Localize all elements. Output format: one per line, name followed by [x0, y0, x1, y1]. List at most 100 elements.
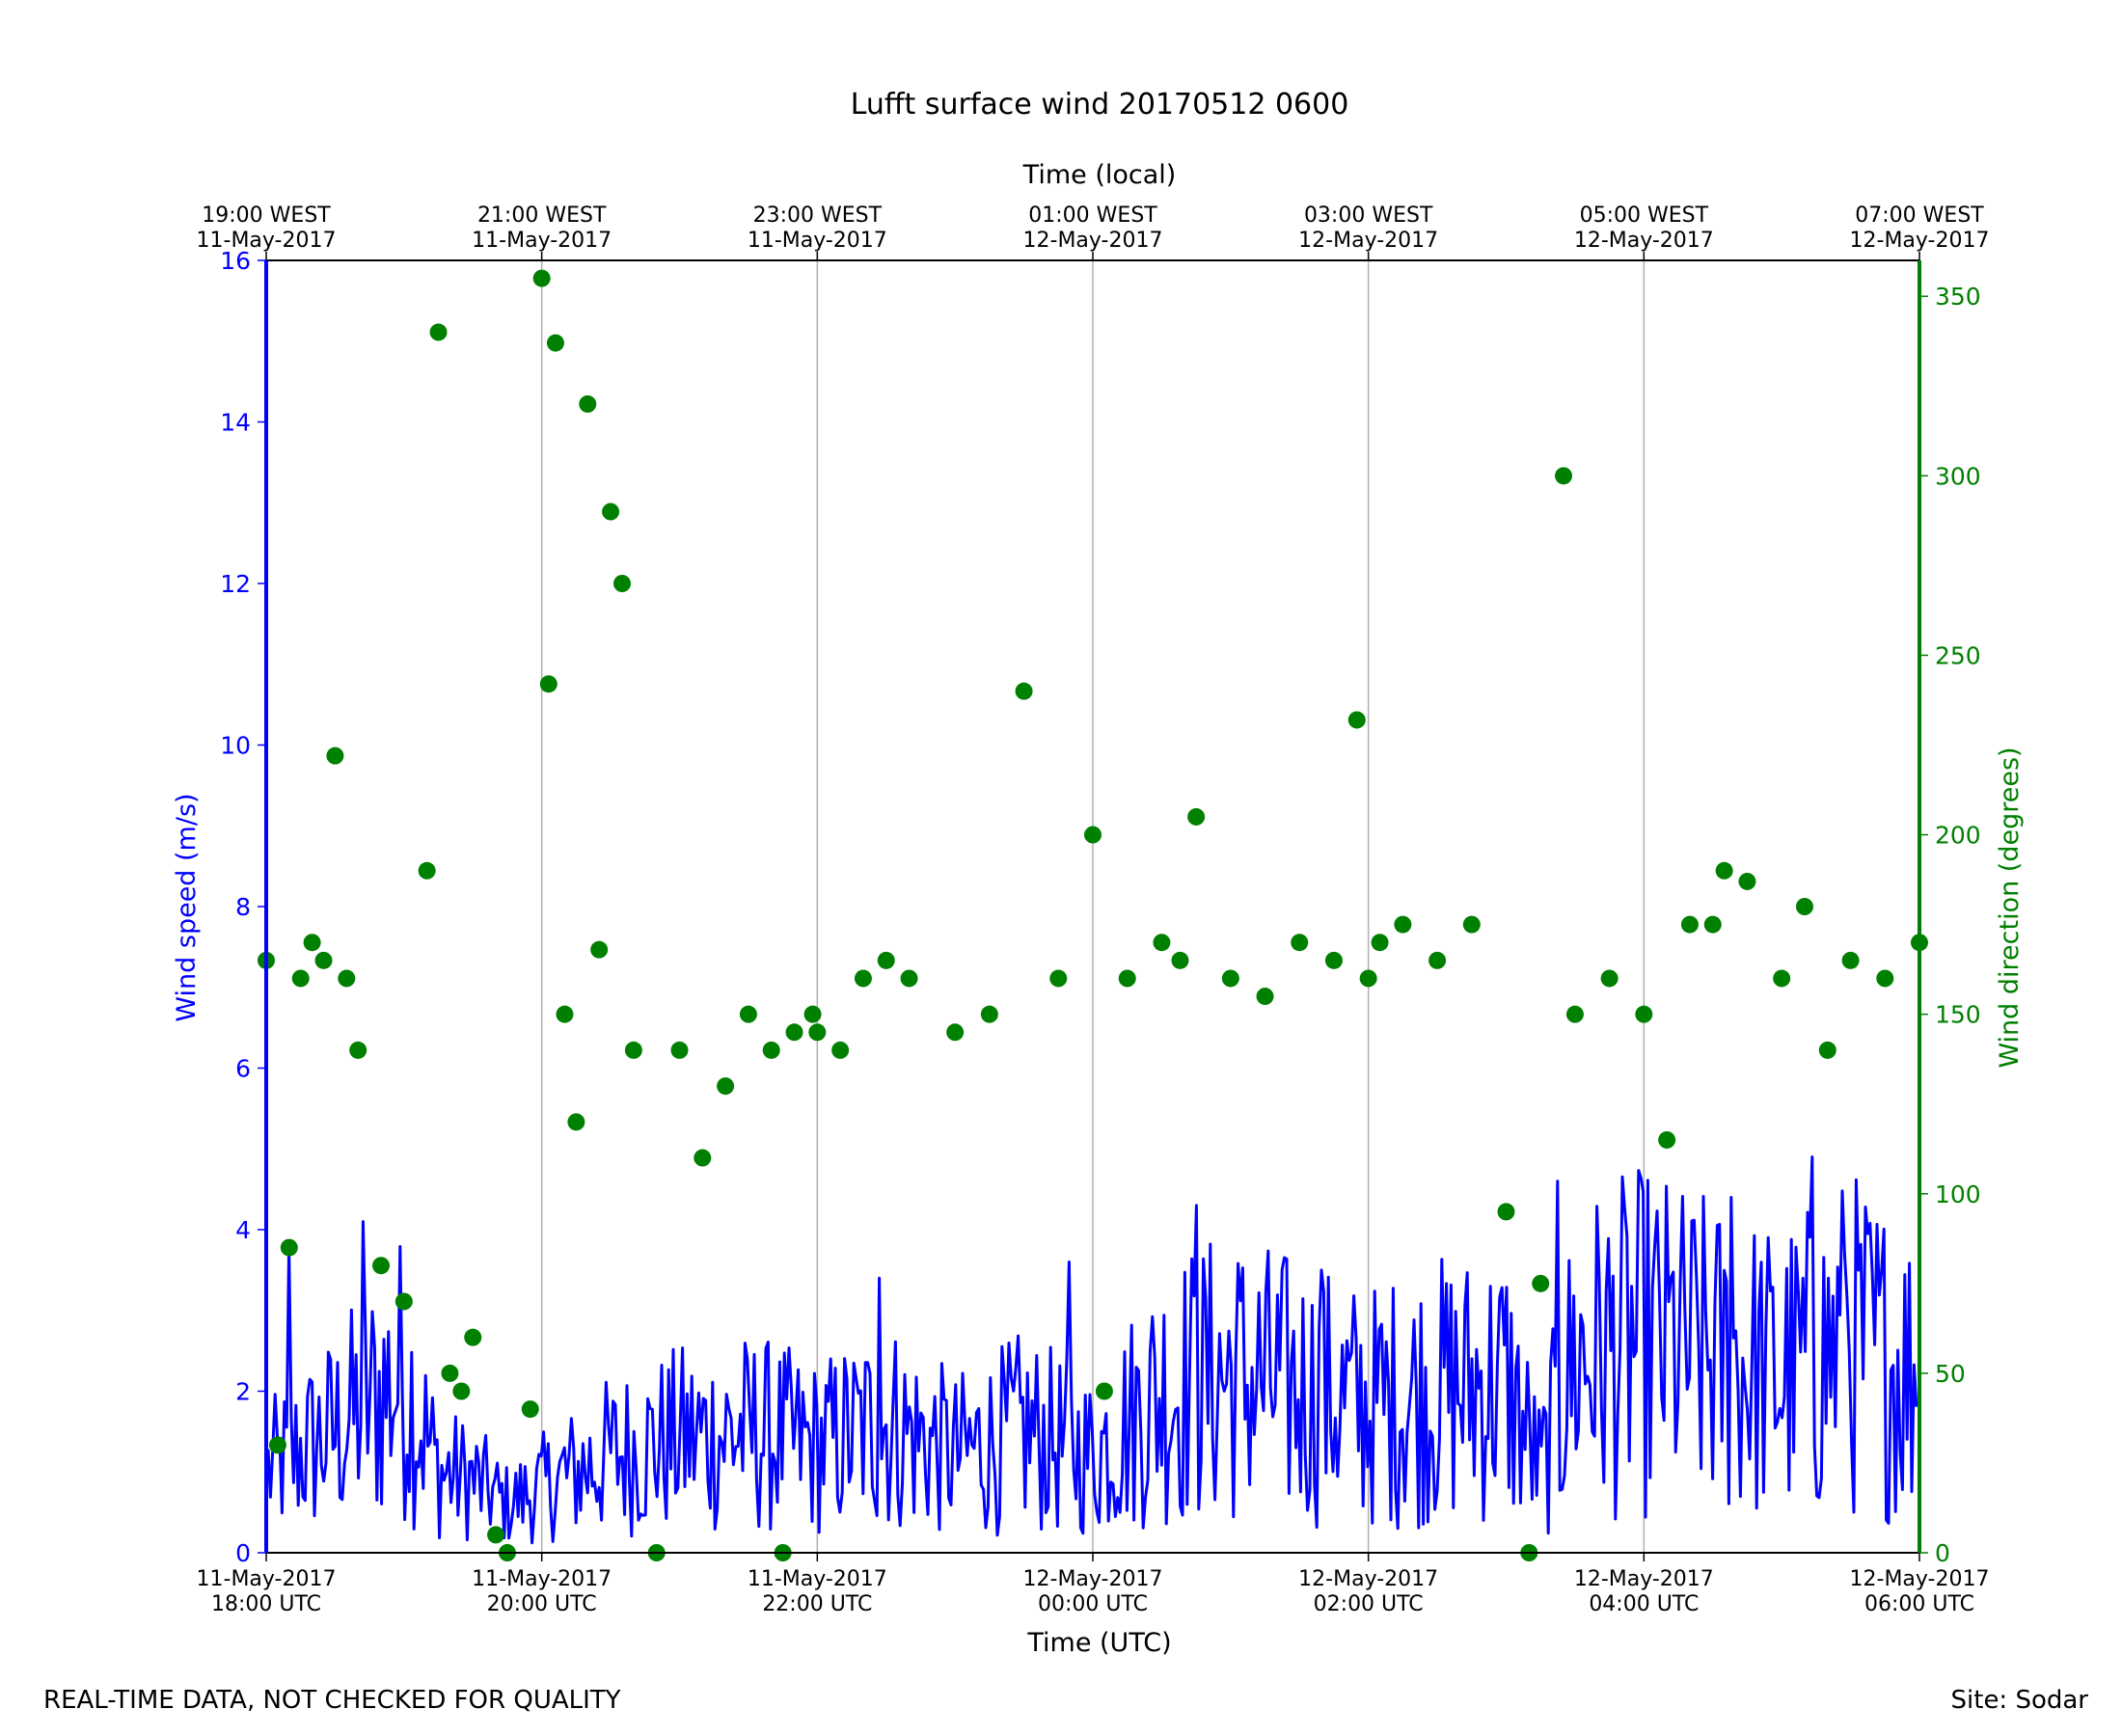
y-tick-label: 8: [235, 893, 251, 921]
wind-direction-point: [803, 1005, 822, 1023]
wind-direction-point: [1187, 807, 1206, 826]
wind-direction-point: [1600, 969, 1619, 988]
wind-speed-series: [266, 1155, 1918, 1545]
top-x-tick-label: 05:00 WEST: [1580, 203, 1709, 228]
wind-direction-point: [280, 1238, 298, 1257]
wind-direction-point: [1876, 969, 1894, 988]
top-x-tick-label: 07:00 WEST: [1855, 203, 1984, 228]
wind-direction-point: [612, 575, 631, 592]
top-x-tick-label: 21:00 WEST: [477, 203, 607, 228]
wind-direction-point: [546, 334, 564, 352]
wind-direction-point: [590, 940, 609, 959]
wind-direction-point: [1095, 1382, 1113, 1400]
wind-direction-point: [441, 1364, 459, 1382]
wind-direction-point: [1715, 861, 1733, 880]
top-x-tick-label: 12-May-2017: [1023, 229, 1163, 253]
vertical-gridlines: [540, 260, 1646, 1553]
y2-tick-label: 300: [1935, 462, 1981, 490]
wind-direction-point: [785, 1023, 803, 1042]
x-tick-label: 12-May-2017: [1023, 1567, 1163, 1591]
wind-direction-point: [1347, 711, 1366, 729]
x-tick-label: 20:00 UTC: [487, 1592, 597, 1616]
top-x-tick-label: 11-May-2017: [197, 229, 337, 253]
axis-labels: Lufft surface wind 20170512 0600 Time (l…: [43, 88, 2088, 1715]
wind-direction-point: [268, 1436, 286, 1454]
wind-direction-point: [579, 394, 597, 413]
x-tick-label: 22:00 UTC: [762, 1592, 872, 1616]
wind-direction-point: [303, 934, 321, 952]
wind-direction-point: [291, 969, 310, 988]
y-tick-label: 6: [235, 1055, 251, 1083]
wind-speed-line: [266, 1155, 1918, 1545]
wind-direction-point: [1532, 1274, 1550, 1292]
wind-direction-point: [532, 269, 551, 287]
wind-direction-point: [1015, 682, 1033, 700]
wind-direction-point: [1680, 915, 1699, 934]
wind-direction-point: [1428, 951, 1447, 969]
wind-direction-point: [429, 323, 448, 341]
y-tick-label: 10: [220, 732, 251, 760]
wind-direction-point: [452, 1382, 471, 1400]
y2-tick-label: 250: [1935, 641, 1981, 669]
wind-direction-point: [739, 1005, 757, 1023]
x-tick-label: 06:00 UTC: [1864, 1592, 1974, 1616]
wind-direction-point: [1565, 1005, 1584, 1023]
wind-direction-point: [1841, 951, 1860, 969]
wind-direction-point: [556, 1005, 574, 1023]
y2-tick-label: 100: [1935, 1180, 1981, 1208]
wind-direction-point: [717, 1077, 735, 1096]
wind-direction-point: [1703, 915, 1722, 934]
x-tick-label: 11-May-2017: [472, 1567, 612, 1591]
wind-direction-point: [464, 1328, 482, 1346]
y-tick-label: 2: [235, 1378, 251, 1406]
wind-direction-point: [1171, 951, 1189, 969]
wind-direction-point: [980, 1005, 998, 1023]
y2-tick-label: 0: [1935, 1539, 1950, 1567]
x-tick-label: 02:00 UTC: [1314, 1592, 1424, 1616]
wind-direction-point: [1221, 969, 1239, 988]
wind-direction-point: [877, 951, 895, 969]
top-x-axis-label: Time (local): [1022, 160, 1177, 190]
top-x-tick-label: 03:00 WEST: [1304, 203, 1433, 228]
wind-direction-point: [602, 502, 620, 521]
wind-direction-point: [900, 969, 918, 988]
wind-direction-point: [1462, 915, 1481, 934]
footer-disclaimer: REAL-TIME DATA, NOT CHECKED FOR QUALITY: [43, 1686, 621, 1715]
wind-direction-point: [831, 1041, 850, 1059]
y-tick-label: 12: [220, 570, 251, 598]
wind-direction-series: [258, 269, 1928, 1561]
wind-direction-point: [314, 951, 333, 969]
wind-direction-point: [1738, 872, 1756, 890]
wind-direction-point: [946, 1023, 965, 1042]
x-tick-label: 18:00 UTC: [211, 1592, 321, 1616]
wind-direction-point: [694, 1149, 712, 1167]
y-tick-label: 16: [220, 247, 251, 275]
x-axis-label: Time (UTC): [1026, 1628, 1171, 1658]
wind-direction-point: [1818, 1041, 1836, 1059]
wind-direction-point: [1256, 988, 1274, 1006]
wind-direction-point: [808, 1023, 827, 1042]
wind-direction-point: [418, 861, 436, 880]
x-tick-label: 12-May-2017: [1574, 1567, 1714, 1591]
top-x-tick-label: 12-May-2017: [1850, 229, 1990, 253]
chart-title: Lufft surface wind 20170512 0600: [851, 88, 1349, 122]
top-x-tick-label: 23:00 WEST: [753, 203, 883, 228]
wind-direction-point: [1084, 826, 1102, 844]
top-x-tick-label: 19:00 WEST: [202, 203, 331, 228]
wind-direction-point: [1555, 467, 1573, 485]
x-tick-label: 12-May-2017: [1298, 1567, 1438, 1591]
wind-direction-point: [1359, 969, 1377, 988]
wind-direction-point: [1658, 1130, 1676, 1149]
wind-direction-point: [762, 1041, 780, 1059]
x-tick-label: 04:00 UTC: [1589, 1592, 1699, 1616]
wind-direction-point: [1049, 969, 1068, 988]
wind-direction-point: [670, 1041, 689, 1059]
wind-direction-point: [394, 1292, 413, 1311]
wind-direction-point: [1118, 969, 1136, 988]
top-x-tick-label: 11-May-2017: [748, 229, 887, 253]
y-tick-label: 0: [235, 1539, 251, 1567]
wind-direction-point: [487, 1526, 505, 1544]
y2-axis-label: Wind direction (degrees): [1995, 746, 2025, 1068]
